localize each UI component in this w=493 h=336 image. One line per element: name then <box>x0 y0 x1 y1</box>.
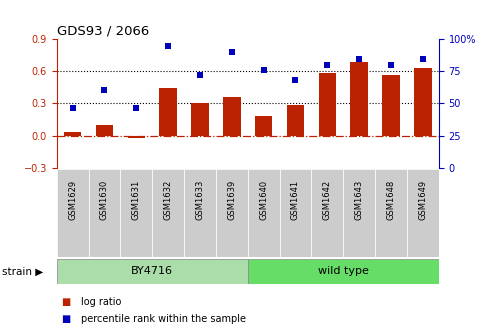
Point <box>291 77 299 83</box>
Bar <box>216 169 247 257</box>
Text: GSM1630: GSM1630 <box>100 179 109 220</box>
Bar <box>96 125 113 136</box>
Text: strain ▶: strain ▶ <box>2 266 44 277</box>
Bar <box>407 169 439 257</box>
Text: BY4716: BY4716 <box>131 266 173 276</box>
Text: GSM1633: GSM1633 <box>195 179 205 220</box>
Text: GDS93 / 2066: GDS93 / 2066 <box>57 25 149 38</box>
Bar <box>343 169 375 257</box>
Point <box>101 88 108 93</box>
Bar <box>280 169 312 257</box>
Point <box>419 57 427 62</box>
Text: wild type: wild type <box>318 266 369 276</box>
Point <box>132 106 140 111</box>
Bar <box>57 169 89 257</box>
Bar <box>312 169 343 257</box>
Text: GSM1631: GSM1631 <box>132 179 141 220</box>
Bar <box>152 169 184 257</box>
Text: ■: ■ <box>62 297 71 307</box>
Bar <box>351 62 368 136</box>
Bar <box>247 169 280 257</box>
Point <box>228 49 236 54</box>
Bar <box>318 73 336 136</box>
Text: ■: ■ <box>62 314 71 324</box>
Bar <box>57 259 247 284</box>
Point <box>387 62 395 67</box>
Text: GSM1642: GSM1642 <box>323 179 332 220</box>
Bar <box>414 68 431 136</box>
Point <box>260 67 268 72</box>
Bar <box>223 97 241 136</box>
Text: GSM1648: GSM1648 <box>387 179 395 220</box>
Bar <box>128 136 145 138</box>
Text: log ratio: log ratio <box>81 297 122 307</box>
Text: GSM1639: GSM1639 <box>227 179 236 220</box>
Point <box>323 62 331 67</box>
Bar <box>382 75 400 136</box>
Bar <box>255 116 273 136</box>
Bar <box>191 103 209 136</box>
Point <box>164 44 172 49</box>
Point <box>355 57 363 62</box>
Text: percentile rank within the sample: percentile rank within the sample <box>81 314 246 324</box>
Bar <box>159 88 177 136</box>
Bar <box>89 169 120 257</box>
Bar <box>375 169 407 257</box>
Text: GSM1640: GSM1640 <box>259 179 268 220</box>
Point <box>69 106 76 111</box>
Point <box>196 72 204 78</box>
Text: GSM1641: GSM1641 <box>291 179 300 220</box>
Bar <box>287 106 304 136</box>
Text: GSM1629: GSM1629 <box>68 179 77 220</box>
Text: GSM1632: GSM1632 <box>164 179 173 220</box>
Text: GSM1649: GSM1649 <box>419 179 427 220</box>
Bar <box>120 169 152 257</box>
Bar <box>247 259 439 284</box>
Bar <box>184 169 216 257</box>
Bar <box>64 132 81 136</box>
Text: GSM1643: GSM1643 <box>354 179 364 220</box>
